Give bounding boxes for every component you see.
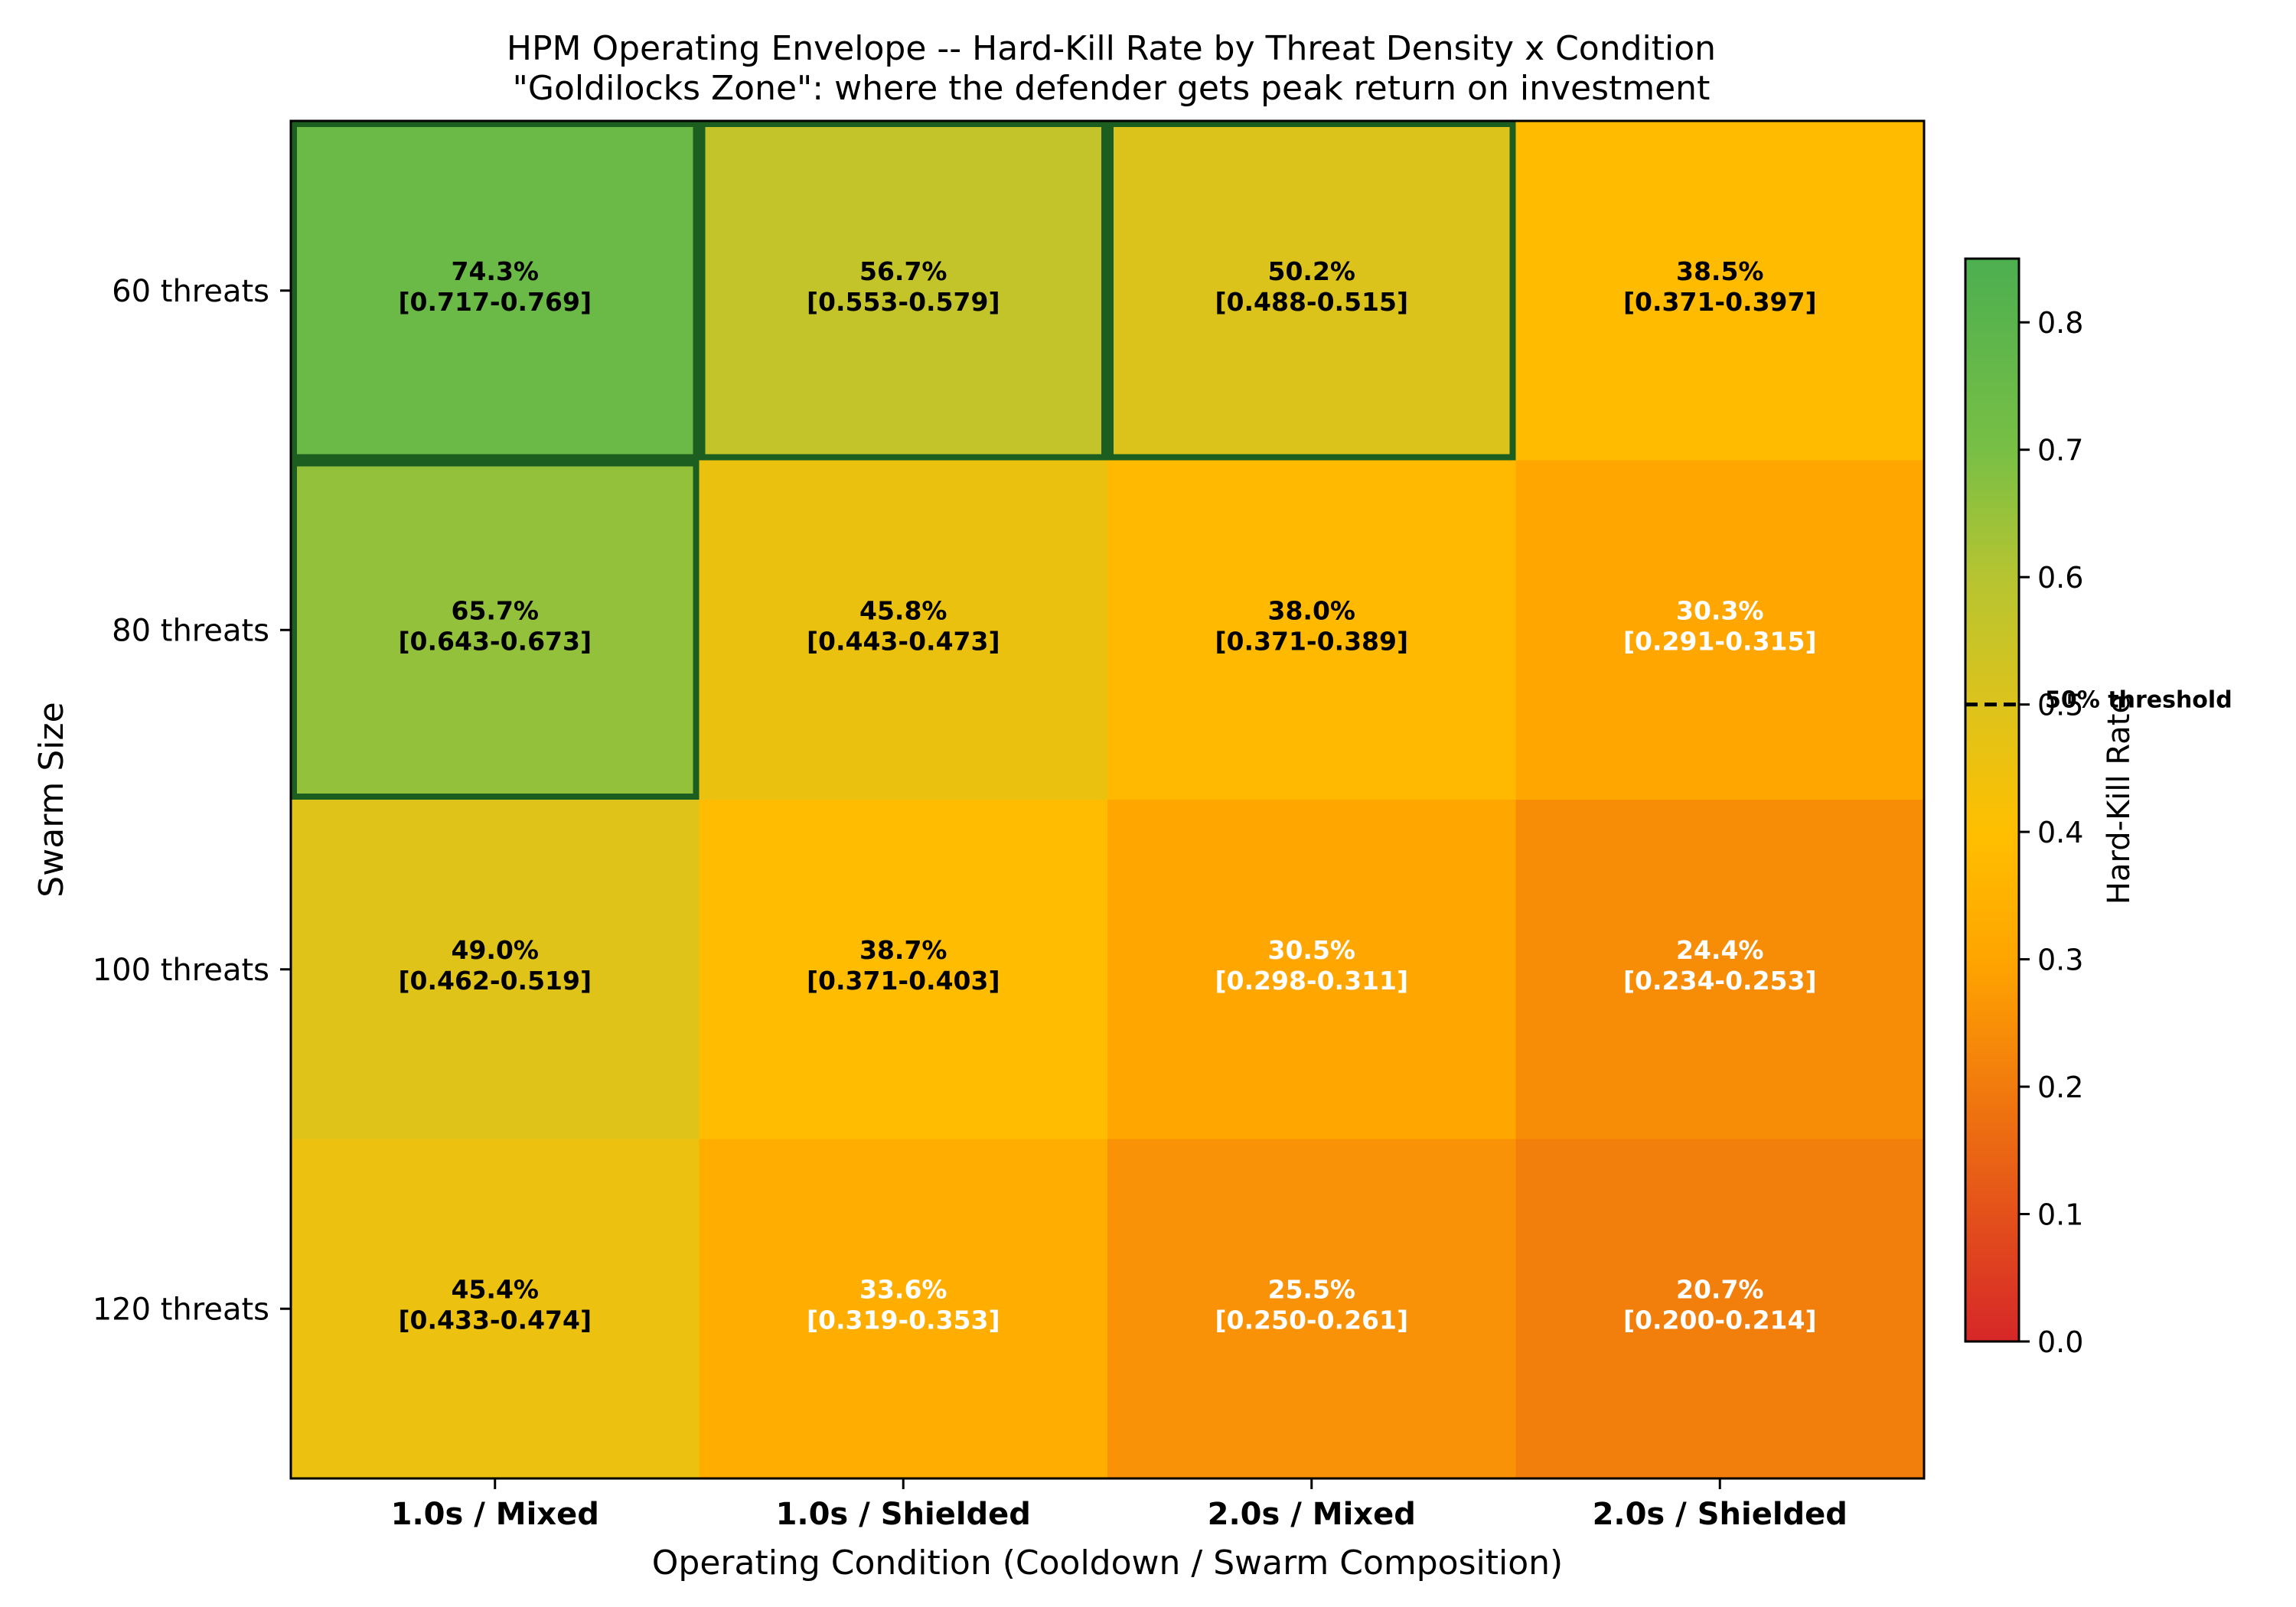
cell-value-label: 30.5% — [1268, 935, 1356, 965]
cell-value-label: 65.7% — [452, 595, 540, 625]
highlight-border — [291, 460, 700, 800]
goldilocks-highlights — [291, 121, 1516, 800]
y-axis: 60 threats 80 threats 100 threats 120 threa… — [93, 274, 291, 1327]
heatmap-cell — [1515, 460, 1925, 800]
cell-interval-label: [0.319-0.353] — [807, 1305, 1000, 1335]
heatmap-cell — [1515, 121, 1925, 461]
cell-interval-label: [0.443-0.473] — [807, 626, 1000, 656]
cell-interval-label: [0.298-0.311] — [1215, 966, 1408, 996]
cell-interval-label: [0.291-0.315] — [1623, 626, 1817, 656]
colorbar-tick-label: 0.4 — [2037, 816, 2083, 849]
highlight-border — [291, 121, 700, 461]
x-axis-label: Operating Condition (Cooldown / Swarm Co… — [652, 1543, 1563, 1583]
heatmap-cell — [1515, 1139, 1925, 1479]
heatmap-cell — [291, 460, 700, 800]
cell-interval-label: [0.371-0.403] — [807, 966, 1000, 996]
heatmap-cell — [1107, 1139, 1516, 1479]
heatmap-cell — [291, 800, 700, 1139]
x-tick-label: 2.0s / Shielded — [1593, 1497, 1848, 1532]
cell-value-label: 74.3% — [452, 256, 540, 286]
heatmap-cell — [699, 460, 1108, 800]
cell-interval-label: [0.250-0.261] — [1215, 1305, 1408, 1335]
colorbar-tick-label: 0.0 — [2037, 1325, 2083, 1359]
highlight-border — [1107, 121, 1516, 461]
cell-interval-label: [0.371-0.389] — [1215, 626, 1408, 656]
colorbar-tick-label: 0.8 — [2037, 306, 2083, 340]
cell-value-label: 33.6% — [859, 1274, 947, 1304]
colorbar-tick-label: 0.2 — [2037, 1071, 2083, 1104]
colorbar-tick-label: 0.3 — [2037, 944, 2083, 977]
chart-subtitle: "Goldilocks Zone": where the defender ge… — [513, 69, 1711, 108]
x-tick-label: 1.0s / Mixed — [391, 1497, 599, 1532]
heatmap-cell — [699, 1139, 1108, 1479]
cell-interval-label: [0.717-0.769] — [398, 287, 592, 317]
cell-value-label: 49.0% — [452, 935, 540, 965]
chart-title: HPM Operating Envelope -- Hard-Kill Rate… — [507, 29, 1716, 68]
y-tick-label: 120 threats — [93, 1292, 269, 1327]
cell-value-label: 38.7% — [859, 935, 947, 965]
cell-value-label: 45.4% — [452, 1274, 540, 1304]
threshold-label: 50% threshold — [2045, 687, 2232, 714]
cell-interval-label: [0.462-0.519] — [398, 966, 592, 996]
heatmap-cell — [291, 121, 700, 461]
cell-interval-label: [0.643-0.673] — [398, 626, 592, 656]
cell-interval-label: [0.488-0.515] — [1215, 287, 1408, 317]
x-tick-label: 2.0s / Mixed — [1208, 1497, 1416, 1532]
cell-value-label: 25.5% — [1268, 1274, 1356, 1304]
cell-interval-label: [0.433-0.474] — [398, 1305, 592, 1335]
plot-frame — [289, 119, 1926, 1480]
colorbar-ticks: 0.0 0.1 0.2 0.3 0.4 0.5 0.6 0.7 0.8 — [2019, 306, 2083, 1359]
cell-interval-label: [0.200-0.214] — [1623, 1305, 1817, 1335]
cell-value-label: 45.8% — [859, 595, 947, 625]
heatmap-cell — [699, 800, 1108, 1139]
colorbar-tick-label: 0.1 — [2037, 1198, 2083, 1232]
cell-value-label: 38.5% — [1676, 256, 1764, 286]
heatmap-cell — [291, 1139, 700, 1479]
heatmap-cell — [699, 121, 1108, 461]
heatmap-cell — [1107, 460, 1516, 800]
cell-value-label: 50.2% — [1268, 256, 1356, 286]
x-tick-label: 1.0s / Shielded — [776, 1497, 1031, 1532]
colorbar-tick-label: 0.6 — [2037, 561, 2083, 595]
heatmap-cell — [1515, 800, 1925, 1139]
cell-value-label: 56.7% — [859, 256, 947, 286]
colorbar-tick-label: 0.7 — [2037, 434, 2083, 468]
colorbar-gradient — [1964, 257, 2020, 1343]
colorbar-label: Hard-Kill Rate — [2102, 695, 2137, 905]
y-axis-label: Swarm Size — [32, 702, 71, 897]
highlight-border — [699, 121, 1107, 461]
heatmap-cells — [291, 121, 1925, 1479]
colorbar: 0.0 0.1 0.2 0.3 0.4 0.5 0.6 0.7 0.8 50% threshol… — [1964, 257, 2232, 1359]
y-tick-label: 60 threats — [112, 274, 269, 309]
heatmap-cell — [1107, 800, 1516, 1139]
cell-value-label: 38.0% — [1268, 595, 1356, 625]
y-tick-label: 100 threats — [93, 953, 269, 988]
cell-value-label: 24.4% — [1676, 935, 1764, 965]
x-axis: 1.0s / Mixed 1.0s / Shielded 2.0s / Mixed 2… — [391, 1478, 1848, 1532]
heatmap-cell — [1107, 121, 1516, 461]
cell-interval-label: [0.234-0.253] — [1623, 966, 1817, 996]
cell-interval-label: [0.553-0.579] — [807, 287, 1000, 317]
y-tick-label: 80 threats — [112, 613, 269, 648]
cell-interval-label: [0.371-0.397] — [1623, 287, 1817, 317]
cell-value-label: 30.3% — [1676, 595, 1764, 625]
cell-value-label: 20.7% — [1676, 1274, 1764, 1304]
colorbar-tick-label: 0.5 — [2037, 689, 2083, 722]
heatmap-cell-labels: 74.3%[0.717-0.769] 56.7%[0.553-0.579] 50.2… — [398, 256, 1816, 1335]
